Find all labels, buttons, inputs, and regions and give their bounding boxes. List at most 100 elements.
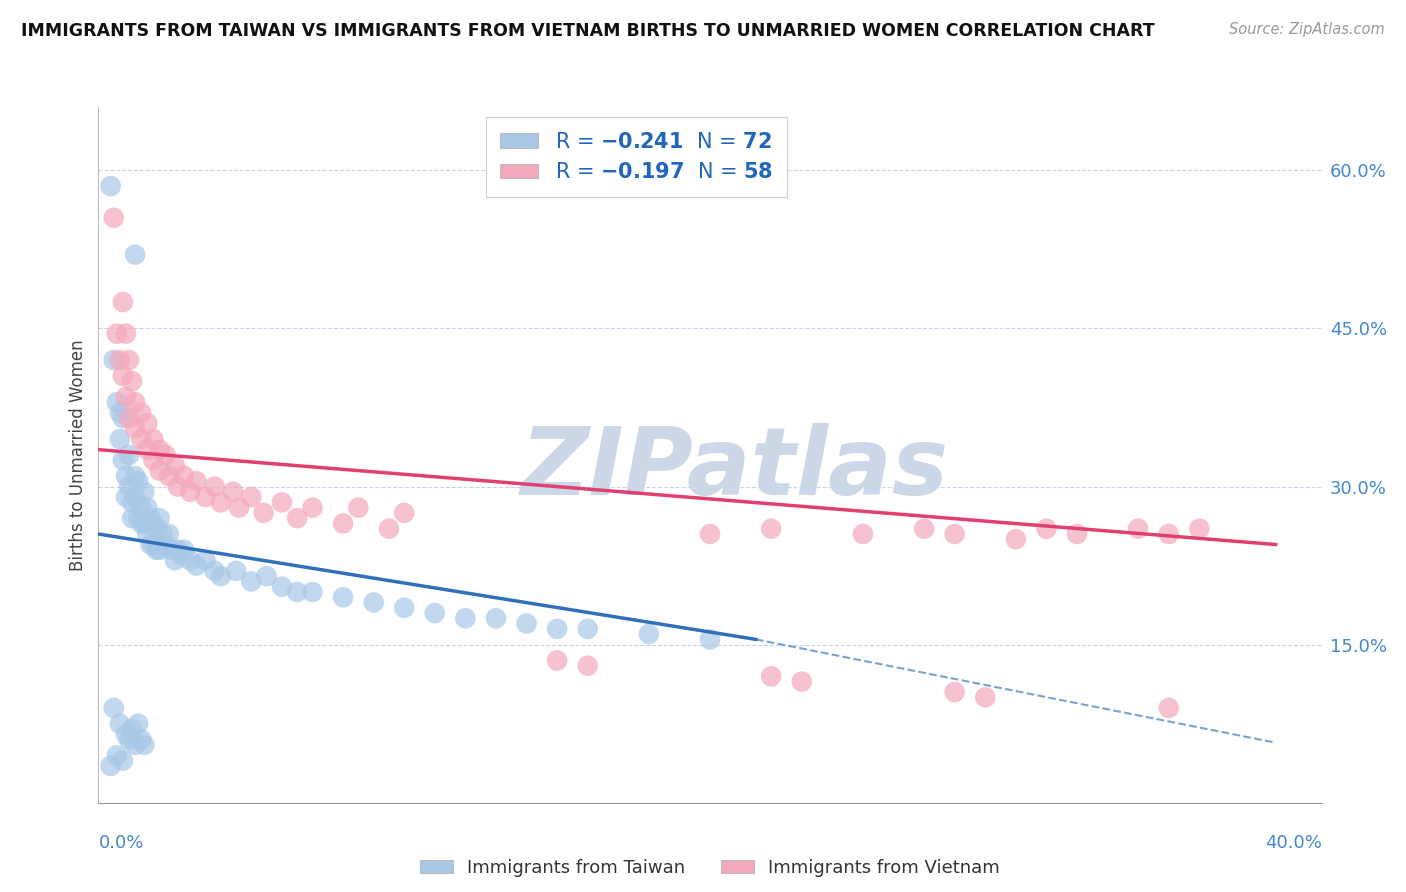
Point (285, 585, 308, 599)
Text: 40.0%: 40.0% (1265, 834, 1322, 852)
Point (270, 495, 292, 509)
Point (111, 368, 134, 383)
Point (1035, 522, 1057, 536)
Point (974, 690, 997, 705)
Point (124, 469, 146, 483)
Point (155, 448, 177, 462)
Point (392, 600, 416, 615)
Point (103, 353, 125, 368)
Point (129, 732, 152, 747)
Point (134, 516, 156, 531)
Point (167, 479, 190, 493)
Point (186, 558, 208, 573)
Point (108, 406, 131, 420)
Point (108, 716, 131, 731)
Point (173, 542, 195, 557)
Point (111, 411, 134, 425)
Point (103, 701, 125, 715)
Point (149, 464, 172, 478)
Point (270, 580, 292, 594)
Text: Source: ZipAtlas.com: Source: ZipAtlas.com (1229, 22, 1385, 37)
Point (124, 490, 146, 504)
Point (136, 417, 159, 431)
Point (121, 722, 143, 736)
Y-axis label: Births to Unmarried Women: Births to Unmarried Women (69, 339, 87, 571)
Point (115, 390, 138, 404)
Point (423, 606, 446, 620)
Point (139, 537, 162, 551)
Point (759, 522, 782, 536)
Point (179, 553, 201, 567)
Point (363, 595, 385, 609)
Point (167, 542, 190, 557)
Point (209, 495, 232, 509)
Point (157, 527, 180, 541)
Point (118, 411, 141, 425)
Point (170, 548, 193, 562)
Point (149, 511, 172, 525)
Point (134, 484, 156, 499)
Point (103, 211, 125, 225)
Point (516, 616, 538, 631)
Point (179, 484, 201, 499)
Point (699, 527, 721, 541)
Point (194, 490, 217, 504)
Point (1157, 527, 1180, 541)
Point (332, 591, 354, 605)
Point (105, 326, 128, 341)
Point (124, 738, 146, 752)
Point (228, 500, 250, 515)
Point (111, 453, 134, 467)
Point (145, 542, 167, 557)
Point (152, 527, 174, 541)
Point (142, 516, 165, 531)
Text: IMMIGRANTS FROM TAIWAN VS IMMIGRANTS FROM VIETNAM BIRTHS TO UNMARRIED WOMEN CORR: IMMIGRANTS FROM TAIWAN VS IMMIGRANTS FRO… (21, 22, 1154, 40)
Point (252, 506, 274, 520)
Point (454, 611, 477, 625)
Point (759, 669, 782, 683)
Point (240, 574, 263, 589)
Point (111, 295, 134, 310)
Point (127, 511, 149, 525)
Point (204, 564, 226, 578)
Point (485, 611, 508, 625)
Point (115, 469, 138, 483)
Point (943, 527, 966, 541)
Point (124, 395, 146, 409)
Text: 0.0%: 0.0% (98, 834, 143, 852)
Point (163, 553, 186, 567)
Point (1004, 533, 1026, 547)
Point (111, 754, 134, 768)
Point (1128, 522, 1150, 536)
Point (118, 448, 141, 462)
Point (129, 516, 152, 531)
Point (100, 179, 122, 194)
Point (136, 442, 159, 457)
Point (173, 469, 195, 483)
Point (139, 511, 162, 525)
Point (105, 395, 128, 409)
Point (240, 490, 263, 504)
Point (576, 658, 599, 673)
Point (115, 727, 138, 741)
Point (118, 479, 141, 493)
Point (222, 484, 245, 499)
Point (155, 537, 177, 551)
Point (852, 527, 875, 541)
Point (546, 622, 568, 636)
Point (127, 475, 149, 489)
Point (790, 674, 813, 689)
Point (576, 622, 599, 636)
Point (392, 506, 416, 520)
Point (157, 469, 180, 483)
Point (378, 522, 401, 536)
Point (129, 432, 152, 446)
Point (149, 542, 172, 557)
Point (121, 495, 143, 509)
Point (142, 537, 165, 551)
Point (127, 716, 149, 731)
Point (225, 564, 247, 578)
Point (163, 458, 186, 473)
Point (145, 522, 167, 536)
Point (285, 511, 308, 525)
